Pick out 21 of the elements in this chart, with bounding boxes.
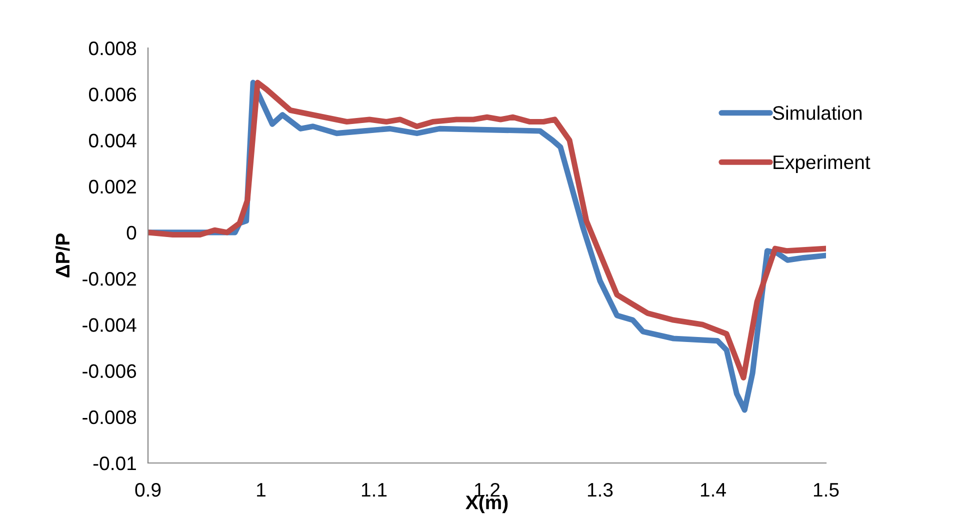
x-tick-label: 1.2 (474, 482, 500, 497)
y-tick-label: -0.008 (82, 410, 136, 424)
x-tick-label: 1 (257, 483, 266, 497)
x-tick-label: 1.1 (362, 483, 387, 497)
y-axis-title: ΔP/P (55, 234, 70, 278)
y-tick-label: 0.008 (88, 41, 136, 56)
x-tick-label: 1.4 (700, 483, 726, 497)
y-tick-label: 0.006 (88, 88, 136, 102)
y-tick-label: 0 (126, 226, 136, 240)
x-tick-label: 0.9 (135, 482, 161, 497)
y-tick-label: -0.002 (82, 272, 136, 286)
legend-label: Experiment (774, 154, 870, 173)
y-tick-label: 0.004 (88, 134, 136, 148)
y-tick-label: -0.01 (93, 456, 136, 470)
x-tick-label: 1.3 (588, 482, 613, 497)
y-tick-label: 0.002 (88, 180, 136, 194)
legend-label: Simulation (772, 106, 862, 120)
x-axis-title: X(m) (466, 495, 508, 514)
y-tick-label: -0.004 (82, 318, 136, 332)
x-tick-label: 1.5 (814, 483, 839, 497)
y-tick-label: -0.006 (82, 364, 136, 378)
